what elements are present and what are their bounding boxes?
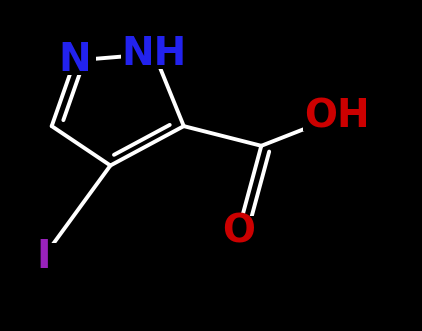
Text: I: I — [36, 238, 51, 276]
Text: NH: NH — [122, 35, 187, 73]
FancyBboxPatch shape — [303, 102, 370, 131]
FancyBboxPatch shape — [217, 216, 259, 246]
FancyBboxPatch shape — [29, 243, 58, 272]
Text: OH: OH — [304, 97, 370, 135]
Text: N: N — [58, 41, 91, 79]
Text: O: O — [222, 212, 255, 250]
FancyBboxPatch shape — [121, 39, 188, 69]
FancyBboxPatch shape — [54, 46, 96, 75]
